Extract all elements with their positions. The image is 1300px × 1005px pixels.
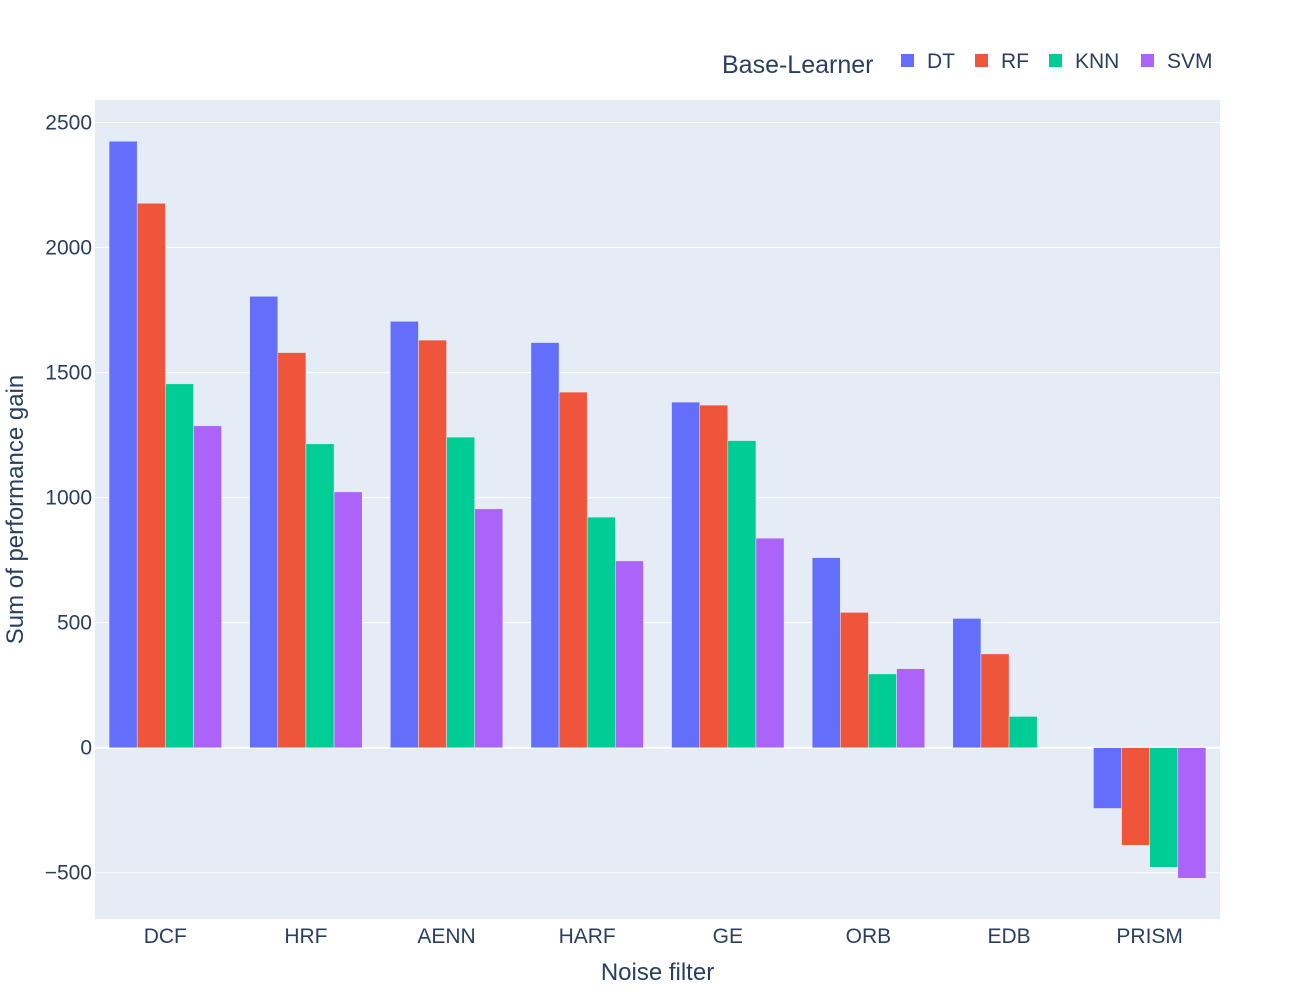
x-tick-label: EDB	[987, 925, 1030, 948]
legend-item-knn[interactable]: KNN	[1049, 50, 1119, 73]
bar-rf-orb[interactable]	[840, 612, 869, 748]
legend[interactable]: Base-Learner DT RF KNN SVM	[722, 50, 1213, 79]
bar-knn-hrf[interactable]	[305, 443, 335, 748]
bar-rf-prism[interactable]	[1121, 747, 1150, 846]
legend-item-dt[interactable]: DT	[901, 50, 955, 73]
legend-swatch-knn	[1049, 54, 1062, 67]
bar-knn-orb[interactable]	[868, 673, 897, 748]
bar-rf-edb[interactable]	[980, 653, 1010, 748]
legend-swatch-rf	[975, 54, 988, 67]
bar-rf-aenn[interactable]	[418, 339, 447, 748]
y-tick-label: 2000	[45, 237, 92, 260]
bars	[108, 141, 1207, 879]
bar-rf-dcf[interactable]	[136, 203, 166, 748]
bar-svm-ge[interactable]	[755, 537, 785, 748]
legend-items[interactable]: DT RF KNN SVM	[901, 50, 1213, 73]
bar-svm-harf[interactable]	[615, 560, 644, 748]
x-axis-title: Noise filter	[601, 959, 714, 986]
y-tick-label: 1500	[45, 362, 92, 385]
y-tick-label: 2500	[45, 112, 92, 135]
y-tick-label: −500	[45, 862, 92, 885]
legend-label-knn: KNN	[1075, 50, 1119, 73]
bar-dt-edb[interactable]	[952, 618, 982, 748]
bar-svm-orb[interactable]	[896, 668, 925, 748]
x-tick-label: AENN	[417, 925, 475, 948]
x-tick-label: HARF	[559, 925, 616, 948]
bar-dt-hrf[interactable]	[249, 296, 279, 748]
x-axis-ticks: DCF HRF AENN HARF GE ORB EDB PRISM	[144, 925, 1183, 948]
bar-rf-ge[interactable]	[699, 404, 729, 748]
legend-label-rf: RF	[1001, 50, 1029, 73]
y-tick-label: 1000	[45, 487, 92, 510]
y-axis-title: Sum of performance gain	[2, 375, 29, 644]
bar-svm-dcf[interactable]	[193, 425, 222, 748]
y-axis-ticks: −500 0 500 1000 1500 2000 2500	[45, 112, 92, 885]
legend-item-rf[interactable]: RF	[975, 50, 1029, 73]
legend-swatch-dt	[901, 54, 914, 67]
x-tick-label: DCF	[144, 925, 187, 948]
bar-dt-dcf[interactable]	[108, 141, 138, 748]
y-tick-label: 500	[57, 612, 92, 635]
x-tick-label: ORB	[846, 925, 892, 948]
bar-dt-ge[interactable]	[671, 401, 700, 748]
legend-title: Base-Learner	[722, 51, 873, 79]
bar-rf-harf[interactable]	[558, 391, 588, 748]
legend-swatch-svm	[1141, 54, 1154, 67]
bar-dt-orb[interactable]	[811, 557, 841, 748]
bar-knn-prism[interactable]	[1149, 747, 1179, 868]
legend-label-svm: SVM	[1167, 50, 1213, 73]
bar-dt-harf[interactable]	[530, 342, 560, 748]
bar-dt-aenn[interactable]	[390, 321, 419, 748]
legend-label-dt: DT	[927, 50, 955, 73]
y-tick-label: 0	[80, 737, 92, 760]
x-tick-label: GE	[713, 925, 743, 948]
x-tick-label: PRISM	[1116, 925, 1183, 948]
bar-knn-dcf[interactable]	[165, 383, 194, 748]
bar-svm-prism[interactable]	[1177, 747, 1207, 879]
bar-dt-prism[interactable]	[1093, 747, 1122, 809]
bar-svm-hrf[interactable]	[333, 491, 363, 748]
bar-knn-ge[interactable]	[727, 440, 757, 748]
bar-rf-hrf[interactable]	[277, 352, 307, 748]
bar-knn-aenn[interactable]	[446, 436, 475, 748]
legend-item-svm[interactable]: SVM	[1141, 50, 1213, 73]
bar-svm-aenn[interactable]	[474, 508, 504, 748]
bar-knn-edb[interactable]	[1008, 716, 1038, 748]
x-tick-label: HRF	[284, 925, 327, 948]
bar-knn-harf[interactable]	[586, 516, 616, 748]
